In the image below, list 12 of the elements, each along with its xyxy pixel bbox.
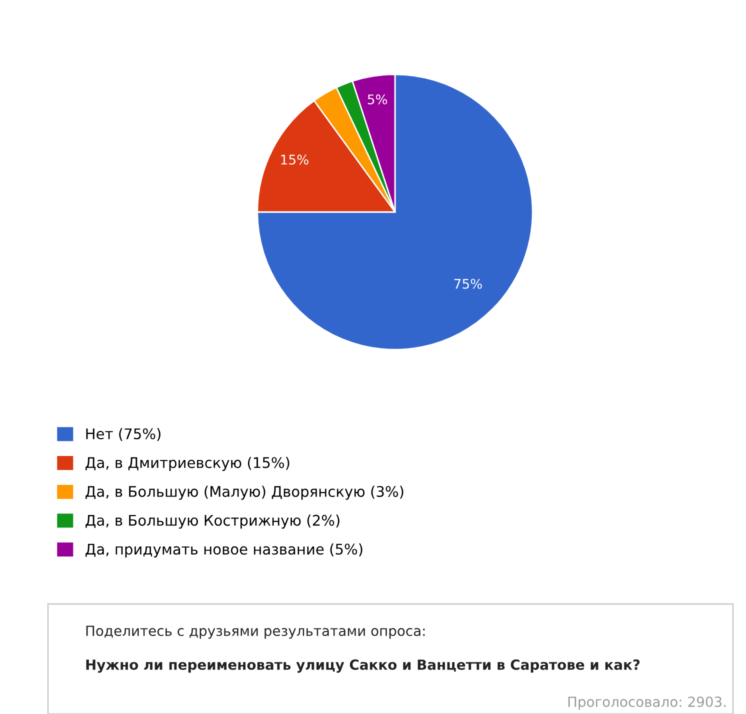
legend-label: Да, в Большую (Малую) Дворянскую (3%) — [86, 486, 404, 500]
legend-label: Да, в Большую Кострижную (2%) — [86, 514, 340, 529]
legend-label: Нет (75%) — [86, 428, 160, 442]
legend-label: Да, в Дмитриевскую (15%) — [86, 456, 290, 471]
data-label: 15% — [281, 154, 308, 165]
text: Поделитесь с друзьями результатами опроса: — [86, 626, 425, 639]
legend-label: Да, придумать новое название (5%) — [86, 543, 362, 558]
data-label: 5% — [368, 94, 388, 104]
text: Нужно ли переименовать улицу Сакко и Ванцетти в Саратове и как? — [86, 659, 640, 673]
data-label: 75% — [454, 278, 482, 289]
text: Проголосовало: 2903. — [568, 696, 726, 710]
pie-slice — [256, 74, 534, 350]
